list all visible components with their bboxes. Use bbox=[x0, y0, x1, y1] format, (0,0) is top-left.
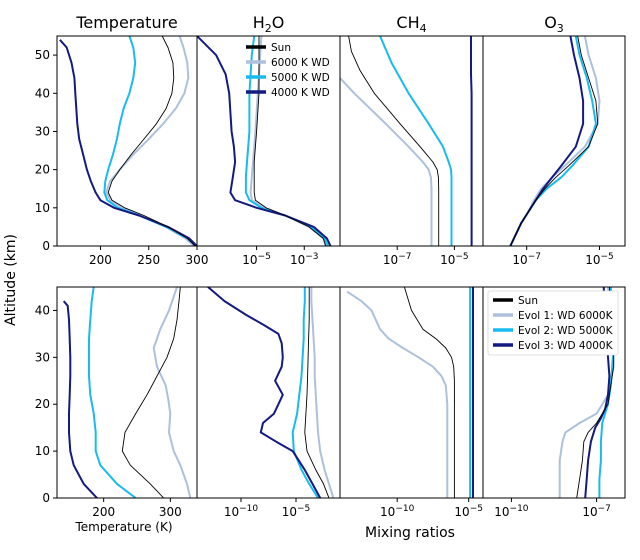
series-line-sun bbox=[403, 287, 455, 498]
series-line-wd6000 bbox=[346, 290, 449, 498]
x-tick-label: 10−5 bbox=[282, 504, 311, 519]
series-line-wd4000 bbox=[197, 36, 332, 246]
legend-box bbox=[487, 290, 619, 356]
series-line-sun bbox=[304, 287, 330, 498]
series-group bbox=[509, 36, 601, 246]
x-tick-label: 10−3 bbox=[290, 252, 319, 267]
legend-label-wd5000: 5000 K WD bbox=[271, 72, 330, 84]
y-tick-label: 20 bbox=[35, 163, 50, 177]
series-line-wd4000 bbox=[62, 300, 98, 498]
x-tick-label: 10−10 bbox=[380, 504, 415, 519]
series-line-wd6000 bbox=[310, 287, 335, 498]
y-tick-label: 0 bbox=[42, 491, 50, 505]
legend-top: Sun 6000 K WD 5000 K WD 4000 K WD bbox=[246, 42, 330, 99]
x-tick-label: 250 bbox=[137, 253, 160, 267]
series-group bbox=[346, 287, 474, 498]
series-line-wd5000 bbox=[103, 36, 197, 246]
x-tick-label: 10−7 bbox=[512, 252, 541, 267]
series-group bbox=[340, 36, 473, 246]
x-tick-label: 10−7 bbox=[582, 504, 611, 519]
x-tick-label: 200 bbox=[92, 505, 115, 519]
legend-label-wd6000: Evol 1: WD 6000K bbox=[518, 310, 614, 322]
series-group bbox=[62, 287, 192, 498]
series-line-wd4000 bbox=[509, 36, 585, 246]
series-line-wd5000 bbox=[291, 287, 319, 498]
legend-bottom: Sun Evol 1: WD 6000K Evol 2: WD 5000K Evol … bbox=[487, 290, 619, 356]
panel-frame bbox=[196, 286, 341, 499]
panel-bottom-2: 10−10 10−5 bbox=[339, 286, 484, 519]
panel-frame bbox=[482, 35, 626, 247]
x-tick-label: 10−10 bbox=[494, 504, 529, 519]
y-tick-label: 10 bbox=[35, 444, 50, 458]
series-line-sun bbox=[253, 36, 327, 246]
series-line-wd4000 bbox=[470, 36, 473, 246]
panel-top-0: 200 250 300 0 10 20 30 40 50 Temperature bbox=[35, 13, 209, 267]
panel-title: H2O bbox=[253, 13, 285, 35]
x-tick-label: 10−5 bbox=[440, 252, 469, 267]
panel-top-2: 10−7 10−5 CH4 bbox=[339, 13, 484, 267]
series-group bbox=[59, 36, 197, 246]
x-tick-label: 10−7 bbox=[383, 252, 412, 267]
series-line-sun bbox=[107, 36, 196, 246]
series-group bbox=[197, 36, 332, 246]
series-line-wd6000 bbox=[340, 77, 433, 246]
panel-top-3: 10−7 10−5 O3 bbox=[482, 13, 626, 267]
y-axis-label: Altitude (km) bbox=[3, 234, 19, 326]
series-line-wd6000 bbox=[152, 287, 192, 498]
legend-label-wd5000: Evol 2: WD 5000K bbox=[518, 325, 614, 337]
panel-title: O3 bbox=[544, 13, 564, 35]
series-line-wd5000 bbox=[509, 36, 597, 246]
x-tick-label: 10−5 bbox=[242, 252, 271, 267]
x-tick-label: 300 bbox=[186, 253, 209, 267]
y-tick-label: 20 bbox=[35, 397, 50, 411]
legend-label-wd4000: 4000 K WD bbox=[271, 87, 330, 99]
y-tick-label: 0 bbox=[42, 239, 50, 253]
series-line-wd4000 bbox=[59, 39, 197, 246]
legend-label-sun: Sun bbox=[271, 42, 291, 54]
y-tick-label: 50 bbox=[35, 48, 50, 62]
panel-title: CH4 bbox=[396, 13, 426, 35]
x-tick-label: 300 bbox=[159, 505, 182, 519]
series-line-sun bbox=[509, 36, 599, 246]
y-tick-label: 30 bbox=[35, 124, 50, 138]
series-line-sun bbox=[348, 36, 440, 246]
x-tick-label: 10−5 bbox=[585, 252, 614, 267]
legend-label-sun: Sun bbox=[518, 295, 538, 307]
panel-frame bbox=[56, 35, 198, 247]
legend-label-wd4000: Evol 3: WD 4000K bbox=[518, 340, 614, 352]
legend-label-wd6000: 6000 K WD bbox=[271, 57, 330, 69]
y-tick-label: 10 bbox=[35, 201, 50, 215]
x-axis-label-mixing-ratios: Mixing ratios bbox=[365, 525, 455, 541]
y-tick-label: 40 bbox=[35, 86, 50, 100]
series-line-wd4000 bbox=[207, 287, 322, 498]
y-tick-label: 40 bbox=[35, 303, 50, 317]
series-line-wd6000 bbox=[105, 36, 195, 246]
series-line-sun bbox=[121, 287, 181, 498]
x-tick-label: 10−5 bbox=[454, 504, 483, 519]
panel-bottom-0: 200 300 0 10 20 30 40 bbox=[35, 286, 198, 519]
series-group bbox=[207, 287, 335, 498]
x-axis-label-temperature: Temperature (K) bbox=[74, 520, 172, 534]
panel-frame bbox=[339, 286, 484, 499]
panel-frame bbox=[56, 286, 198, 499]
series-line-wd6000 bbox=[509, 36, 601, 246]
y-tick-label: 30 bbox=[35, 350, 50, 364]
panel-frame bbox=[482, 286, 626, 499]
x-tick-label: 200 bbox=[89, 253, 112, 267]
series-line-wd5000 bbox=[88, 287, 137, 498]
panel-frame bbox=[339, 35, 484, 247]
panel-title: Temperature bbox=[75, 13, 177, 32]
x-tick-label: 10−10 bbox=[224, 504, 259, 519]
panel-bottom-1: 10−10 10−5 bbox=[196, 286, 341, 519]
series-line-wd5000 bbox=[379, 36, 453, 246]
panel-top-1: 10−5 10−3 H2O bbox=[196, 13, 341, 267]
